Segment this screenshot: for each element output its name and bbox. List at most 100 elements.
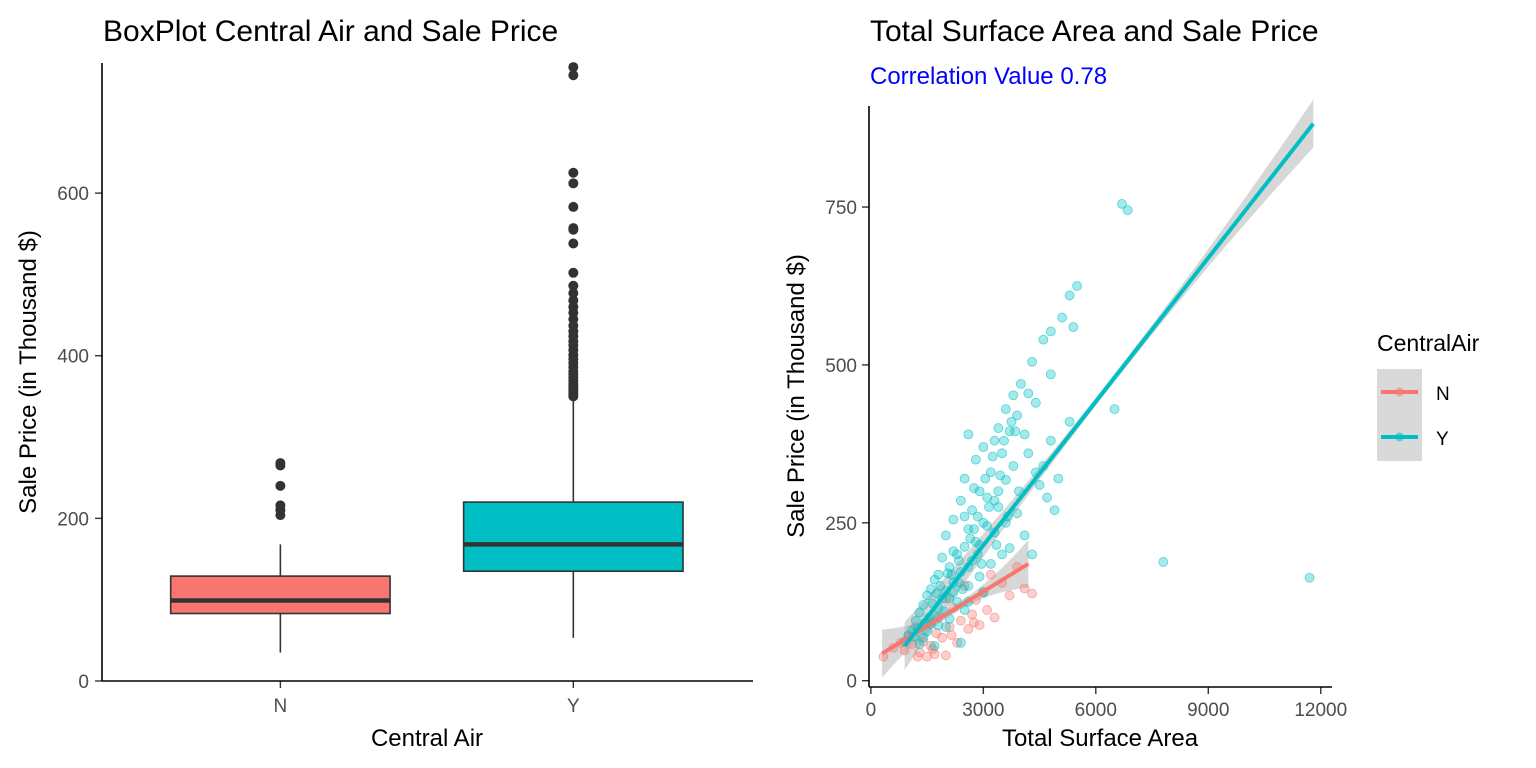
box-body: [462, 501, 684, 573]
scatter-panel: Total Surface Area and Sale Price Correl…: [783, 15, 1347, 752]
box-outlier-point: [568, 223, 579, 234]
scatter-point-y: [993, 423, 1004, 433]
scatter-point-y: [933, 569, 944, 580]
box-outlier-point: [568, 201, 579, 212]
scatter-point-y: [959, 511, 970, 522]
scatter-point-y: [997, 549, 1007, 560]
scatter-point-n: [969, 617, 979, 628]
legend-key-point-n: [1395, 387, 1404, 397]
scatter-x-tick-label: 9000: [1187, 700, 1229, 721]
boxplot-y-tick-label: 0: [78, 672, 89, 693]
legend-label-y: Y: [1436, 429, 1449, 450]
scatter-point-y: [995, 470, 1006, 481]
scatter-point-y: [929, 574, 940, 585]
scatter-point-n: [963, 624, 974, 634]
scatter-point-y: [952, 549, 963, 560]
scatter-point-y: [1109, 404, 1120, 415]
scatter-point-n: [912, 651, 923, 662]
scatter-point-y: [1072, 281, 1082, 291]
scatter-point-y: [1045, 369, 1056, 380]
legend-key-background: [1377, 369, 1422, 461]
scatter-point-y: [1158, 557, 1169, 567]
scatter-point-n: [940, 650, 951, 661]
scatter-point-y: [1304, 572, 1315, 583]
scatter-x-axis-title: Total Surface Area: [1002, 725, 1199, 752]
scatter-point-y: [997, 448, 1007, 459]
scatter-point-y: [1012, 410, 1022, 421]
scatter-point-y: [1004, 426, 1015, 437]
box-n: [169, 458, 391, 653]
box-outlier-point: [275, 500, 286, 511]
scatter-point-y: [1015, 378, 1026, 389]
box-y: [462, 62, 684, 638]
scatter-point-y: [1023, 448, 1034, 459]
box-outlier-point: [568, 288, 579, 299]
boxplot-marks: [169, 62, 684, 653]
box-outlier-point: [568, 167, 579, 178]
scatter-point-y: [948, 546, 959, 557]
scatter-point-y: [940, 530, 951, 541]
scatter-point-y: [976, 558, 987, 569]
scatter-point-y: [959, 473, 970, 484]
fit-line-y: [903, 122, 1315, 648]
scatter-point-y: [1004, 543, 1015, 553]
scatter-point-y: [963, 581, 974, 591]
scatter-point-y: [948, 514, 959, 525]
scatter-point-n: [985, 569, 996, 580]
scatter-point-y: [1045, 435, 1056, 446]
scatter-point-n: [982, 605, 992, 615]
scatter-point-y: [1027, 356, 1037, 367]
scatter-point-y: [1027, 549, 1037, 560]
legend-title: CentralAir: [1377, 330, 1480, 356]
legend-key-point-y: [1395, 432, 1404, 442]
scatter-point-y: [999, 435, 1009, 446]
scatter-point-y: [1010, 426, 1021, 437]
scatter-point-y: [1019, 530, 1030, 541]
scatter-point-y: [991, 540, 1002, 550]
scatter-title: Total Surface Area and Sale Price: [870, 15, 1319, 48]
box-body: [169, 575, 391, 615]
scatter-point-y: [965, 533, 976, 544]
scatter-point-y: [963, 429, 974, 440]
scatter-fit-lines: [881, 122, 1315, 656]
boxplot-panel: BoxPlot Central Air and Sale Price 0 200 4…: [15, 15, 753, 752]
scatter-point-y: [914, 639, 925, 649]
scatter-point-y: [914, 607, 925, 618]
scatter-point-n: [1027, 588, 1037, 599]
scatter-point-y: [1122, 205, 1133, 216]
scatter-x-tick-label: 6000: [1075, 700, 1117, 721]
scatter-point-n: [937, 632, 948, 643]
scatter-subtitle: Correlation Value 0.78: [870, 63, 1107, 90]
box-outlier-point: [275, 480, 286, 491]
scatter-point-y: [984, 502, 994, 512]
boxplot-x-tick-label: Y: [567, 696, 580, 717]
scatter-point-n: [989, 612, 1000, 623]
scatter-point-n: [955, 615, 966, 626]
scatter-point-y: [980, 473, 991, 484]
scatter-point-y: [1068, 322, 1079, 332]
scatter-points: [878, 198, 1315, 662]
scatter-point-y: [1023, 388, 1034, 399]
box-outlier-point: [568, 295, 579, 306]
legend-keys: [1381, 387, 1418, 442]
boxplot-y-axis-title: Sale Price (in Thousand $): [15, 230, 42, 514]
boxplot-y-tick-label: 400: [57, 347, 89, 368]
scatter-point-y: [967, 505, 977, 516]
scatter-point-y: [910, 615, 921, 626]
scatter-point-y: [970, 536, 981, 547]
scatter-point-y: [1019, 429, 1030, 440]
scatter-point-y: [1117, 198, 1127, 209]
scatter-point-y: [978, 517, 989, 528]
scatter-point-y: [1038, 334, 1049, 345]
scatter-x-tick-label: 0: [866, 700, 877, 721]
scatter-y-tick-label: 750: [825, 198, 857, 219]
scatter-point-y: [1049, 505, 1060, 516]
scatter-point-y: [1042, 492, 1052, 503]
scatter-point-y: [978, 442, 989, 452]
scatter-y-ticks: 0 250 500 750: [825, 198, 869, 693]
scatter-point-y: [929, 641, 940, 651]
scatter-point-y: [970, 454, 981, 465]
scatter-point-y: [931, 588, 942, 599]
scatter-y-tick-label: 0: [846, 672, 857, 693]
